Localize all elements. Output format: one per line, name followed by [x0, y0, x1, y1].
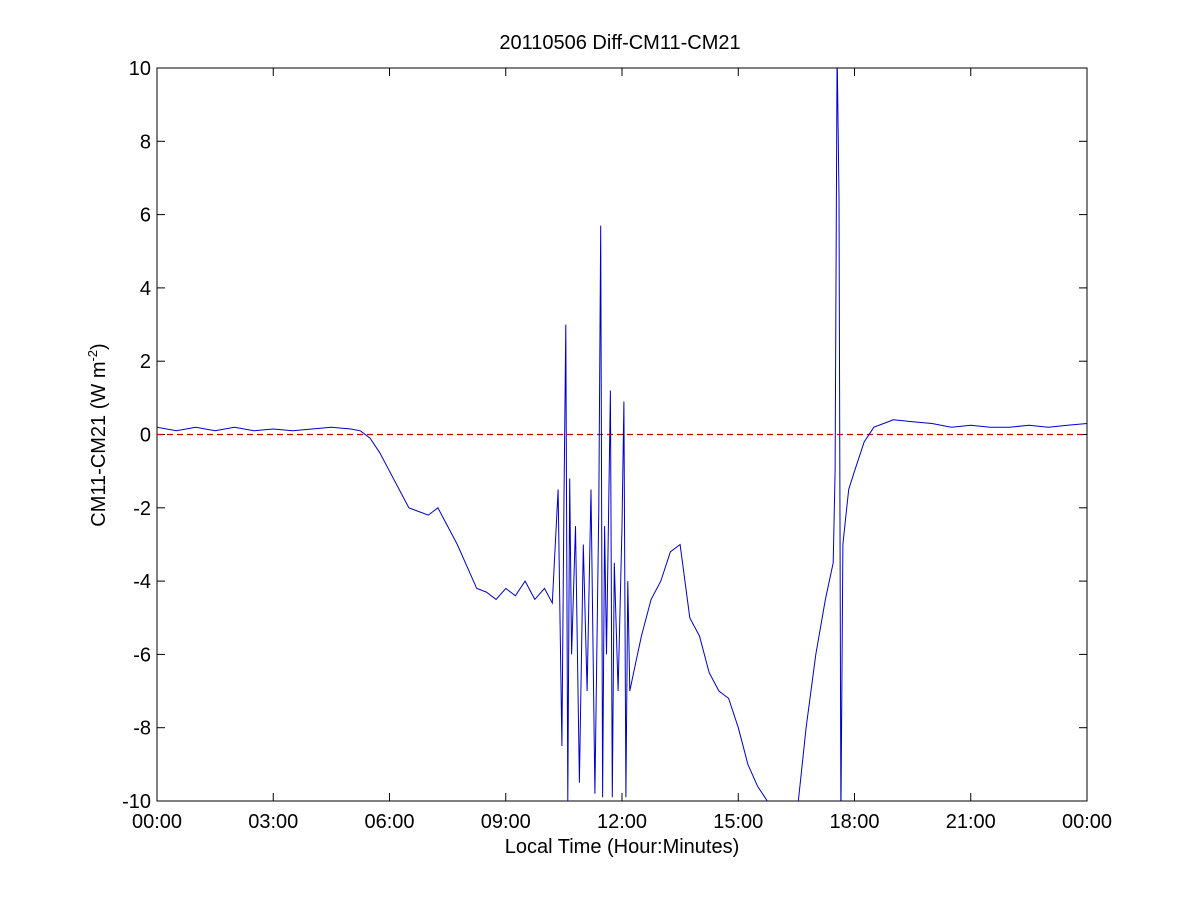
x-tick-label: 21:00: [946, 811, 996, 833]
y-tick-label: 2: [140, 351, 151, 373]
x-tick-label: 18:00: [829, 811, 879, 833]
y-tick-label: 6: [140, 205, 151, 227]
series-line: [157, 68, 1087, 801]
x-tick-label: 00:00: [132, 811, 182, 833]
x-tick-label: 00:00: [1062, 811, 1112, 833]
x-tick-label: 06:00: [364, 811, 414, 833]
y-tick-label: -6: [133, 644, 151, 666]
y-tick-label: 8: [140, 131, 151, 153]
x-tick-label: 12:00: [597, 811, 647, 833]
y-tick-label: 10: [129, 58, 151, 80]
y-tick-label: -8: [133, 718, 151, 740]
y-tick-label: 0: [140, 425, 151, 447]
y-tick-label: -2: [133, 498, 151, 520]
x-tick-label: 15:00: [713, 811, 763, 833]
y-tick-label: -4: [133, 571, 151, 593]
x-tick-label: 09:00: [481, 811, 531, 833]
chart-title: 20110506 Diff-CM11-CM21: [499, 32, 741, 54]
y-tick-label: -10: [122, 791, 151, 813]
y-axis-label: CM11-CM21 (W m-2): [85, 343, 110, 527]
y-tick-label: 4: [140, 278, 151, 300]
x-tick-label: 03:00: [248, 811, 298, 833]
x-axis-label: Local Time (Hour:Minutes): [504, 836, 740, 858]
